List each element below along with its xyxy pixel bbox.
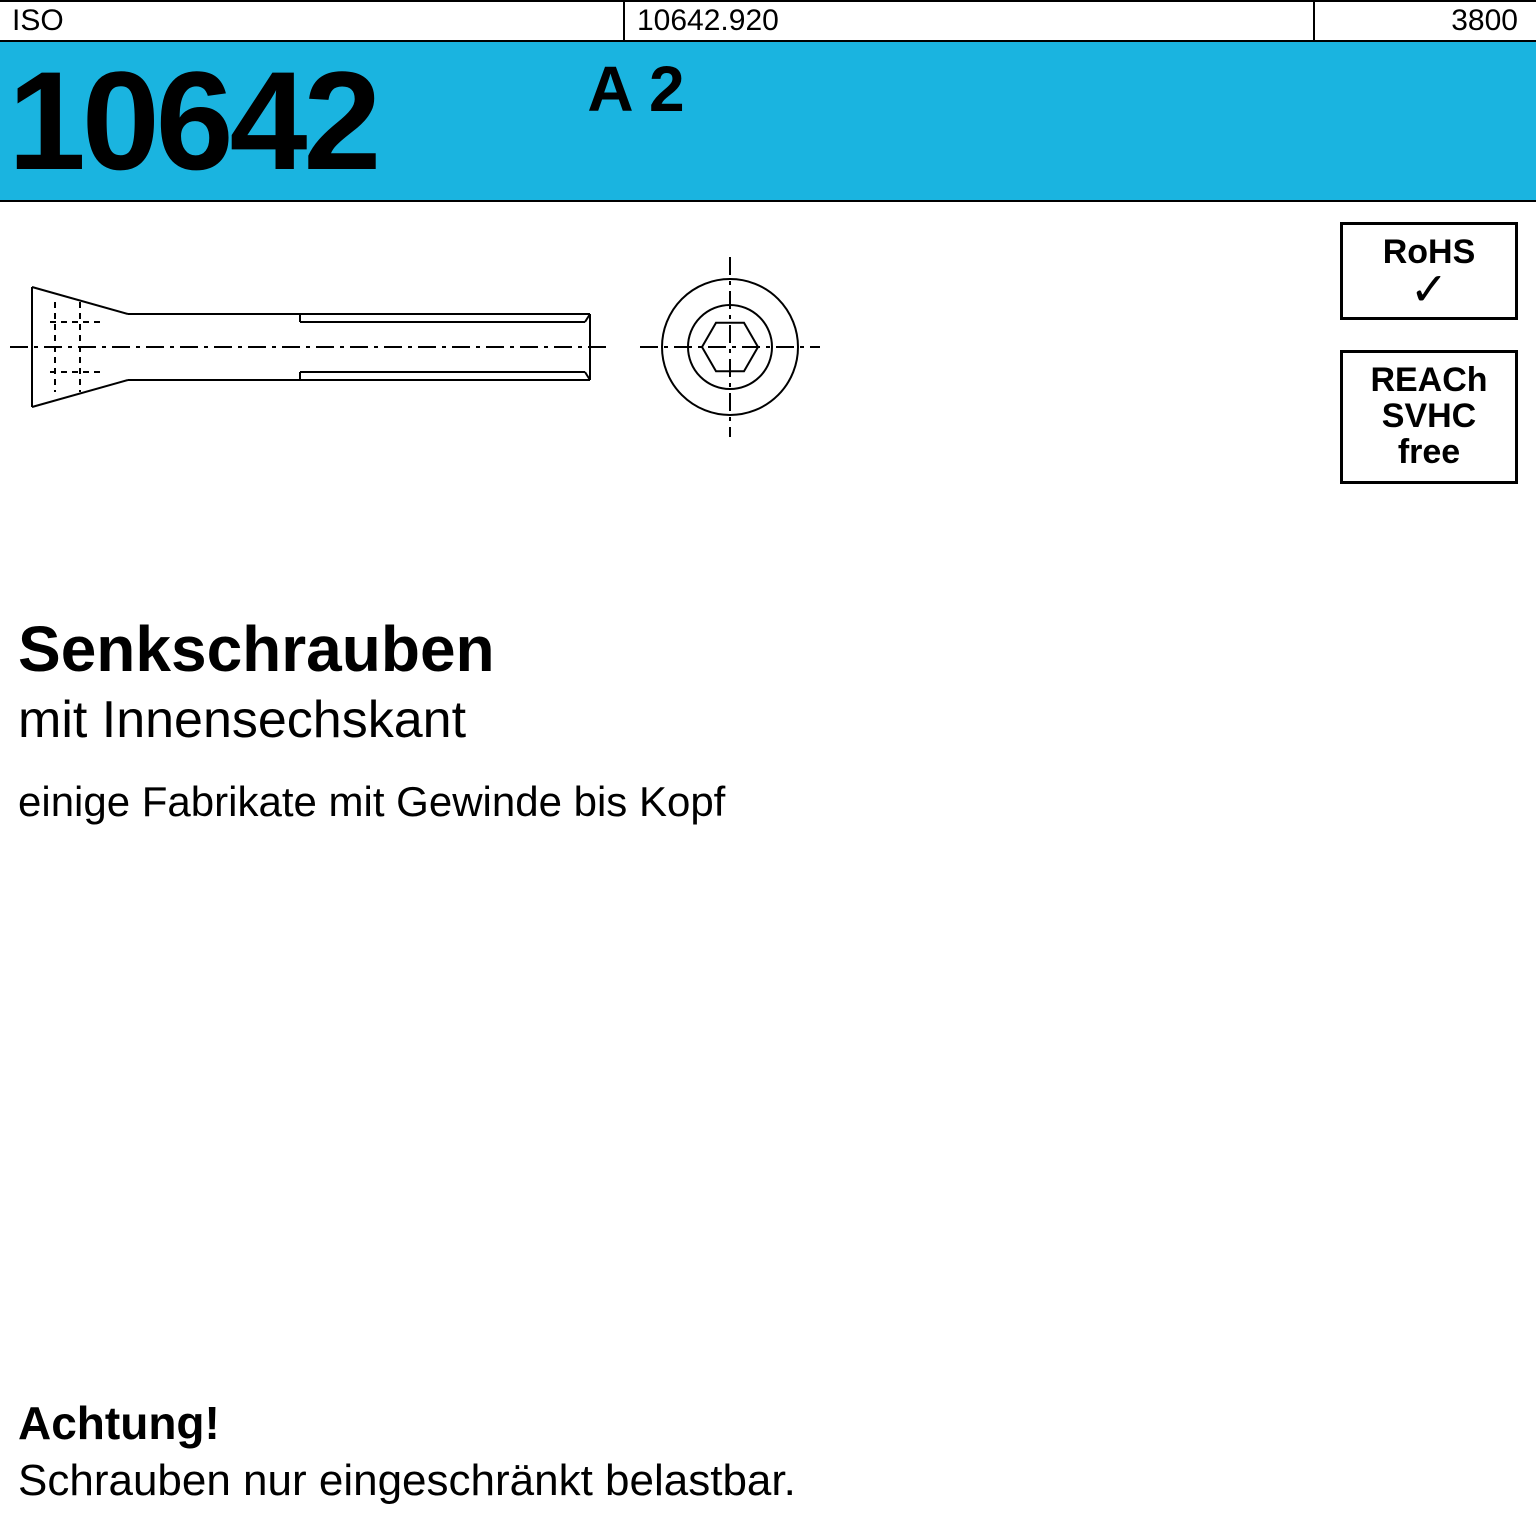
product-subtitle: mit Innensechskant	[18, 686, 1536, 750]
rohs-badge: RoHS ✓	[1340, 222, 1518, 320]
header-right: 3800	[1315, 2, 1536, 40]
reach-line3: free	[1351, 435, 1507, 471]
screw-drawing-icon	[10, 252, 830, 442]
check-icon: ✓	[1351, 271, 1507, 308]
warning-text: Schrauben nur eingeschränkt belastbar.	[18, 1450, 796, 1506]
material-grade: A 2	[377, 42, 684, 126]
diagram-area: RoHS ✓ REACh SVHC free	[0, 202, 1536, 462]
product-title: Senkschrauben	[18, 612, 1536, 686]
standard-code: 10642	[0, 51, 377, 191]
top-header-bar: ISO 10642.920 3800	[0, 0, 1536, 42]
compliance-badges: RoHS ✓ REACh SVHC free	[1340, 222, 1518, 484]
title-blue-bar: 10642 A 2	[0, 42, 1536, 202]
reach-line1: REACh	[1351, 363, 1507, 399]
product-note: einige Fabrikate mit Gewinde bis Kopf	[18, 750, 1536, 826]
warning-title: Achtung!	[18, 1396, 796, 1450]
header-mid: 10642.920	[625, 2, 1315, 40]
description-block: Senkschrauben mit Innensechskant einige …	[0, 462, 1536, 826]
warning-block: Achtung! Schrauben nur eingeschränkt bel…	[18, 1396, 796, 1506]
reach-badge: REACh SVHC free	[1340, 350, 1518, 483]
reach-line2: SVHC	[1351, 399, 1507, 435]
header-left: ISO	[0, 2, 625, 40]
